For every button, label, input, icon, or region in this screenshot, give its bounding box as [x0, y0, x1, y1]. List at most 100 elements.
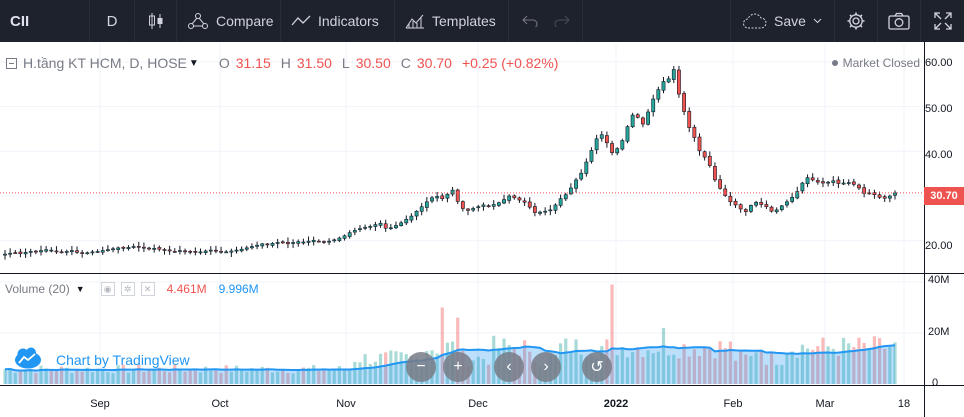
- screenshot-button[interactable]: [878, 0, 921, 42]
- candle-body: [75, 250, 79, 253]
- volume-bar: [713, 358, 717, 384]
- volume-bar: [348, 369, 352, 384]
- collapse-legend-icon[interactable]: [6, 57, 17, 69]
- volume-bar: [394, 351, 398, 384]
- candle-body: [414, 210, 419, 217]
- candle-body: [867, 192, 872, 195]
- volume-bar: [857, 337, 861, 384]
- price-tick: 50.00: [925, 103, 953, 115]
- candle-body: [584, 161, 589, 174]
- redo-icon[interactable]: [554, 15, 570, 27]
- zoom-in-button[interactable]: +: [443, 352, 473, 382]
- candle-body: [466, 208, 470, 211]
- candle-body: [558, 198, 563, 206]
- volume-legend: Volume (20) ▼ ◉ ✲ ✕ 4.461M 9.996M: [5, 282, 259, 296]
- reset-chart-button[interactable]: ↺: [582, 352, 612, 382]
- high-label: H: [280, 55, 291, 71]
- zoom-out-button[interactable]: −: [406, 352, 436, 382]
- volume-study-title[interactable]: Volume (20): [5, 282, 70, 296]
- volume-bar: [85, 367, 89, 384]
- candle-body: [527, 201, 532, 208]
- volume-bar: [564, 338, 568, 384]
- time-tick: Feb: [723, 398, 743, 410]
- scroll-left-button[interactable]: ‹: [494, 352, 524, 382]
- candle-body: [198, 251, 203, 254]
- candle-body: [95, 251, 100, 253]
- candle-body: [296, 241, 301, 244]
- undo-icon[interactable]: [521, 15, 538, 27]
- candle-body: [265, 243, 270, 246]
- candle-body: [682, 93, 686, 112]
- volume-bar: [667, 355, 671, 384]
- candle-body: [635, 114, 640, 118]
- volume-bar: [49, 370, 53, 384]
- volume-bar: [198, 372, 203, 384]
- fullscreen-button[interactable]: [921, 0, 964, 42]
- candle-body: [193, 250, 198, 253]
- candle-body: [404, 218, 409, 224]
- volume-bar: [255, 370, 259, 384]
- compare-button[interactable]: Compare: [177, 0, 281, 42]
- volume-bar: [209, 370, 213, 384]
- candle-body: [671, 69, 676, 80]
- close-value: 30.70: [416, 55, 452, 71]
- candle-body: [3, 253, 7, 256]
- settings-icon[interactable]: ✲: [120, 282, 135, 296]
- candle-body: [615, 148, 620, 154]
- settings-button[interactable]: [835, 0, 878, 42]
- volume-bar: [358, 362, 362, 384]
- series-title[interactable]: H.tầng KT HCM, D, HOSE: [23, 55, 187, 71]
- volume-bar: [306, 367, 311, 384]
- volume-bar: [368, 364, 372, 384]
- candle-body: [409, 215, 414, 221]
- candle-body: [743, 209, 748, 212]
- chart-type-button[interactable]: [135, 0, 177, 42]
- candle-body: [887, 195, 892, 199]
- candle-body: [821, 181, 825, 184]
- candle-body: [342, 235, 347, 239]
- candle-body: [826, 181, 831, 184]
- candle-body: [625, 126, 630, 142]
- candle-body: [697, 136, 702, 152]
- candle-body: [399, 222, 404, 226]
- caret-down-icon[interactable]: ▼: [75, 284, 85, 294]
- candle-body: [306, 240, 311, 243]
- volume-bar: [754, 352, 758, 384]
- candle-body: [224, 251, 229, 254]
- volume-bar: [332, 369, 336, 384]
- chevron-down-icon[interactable]: [813, 18, 822, 24]
- candle-body: [779, 205, 784, 210]
- templates-button[interactable]: Templates: [395, 0, 509, 42]
- volume-bar: [641, 357, 645, 384]
- remove-icon[interactable]: ✕: [140, 282, 155, 296]
- volume-bar: [132, 369, 136, 384]
- tradingview-branding[interactable]: Chart by TradingView: [14, 347, 190, 372]
- gear-icon: [846, 11, 866, 31]
- interval-button[interactable]: D: [90, 0, 135, 42]
- volume-bar: [250, 368, 254, 384]
- candle-body: [111, 248, 115, 251]
- candle-body: [54, 250, 59, 253]
- visibility-icon[interactable]: ◉: [100, 282, 115, 296]
- candle-body: [774, 209, 779, 213]
- chart-area[interactable]: H.tầng KT HCM, D, HOSE ▼ O 31.15 H 31.50 L…: [0, 42, 964, 417]
- save-button[interactable]: Save: [731, 0, 835, 42]
- low-label: L: [341, 55, 350, 71]
- candle-body: [301, 241, 306, 244]
- volume-bar: [168, 372, 172, 384]
- volume-bar: [816, 346, 820, 384]
- candle-body: [481, 204, 486, 207]
- volume-tick: 20M: [928, 326, 950, 338]
- scroll-right-button[interactable]: ›: [531, 352, 561, 382]
- compare-label: Compare: [216, 13, 274, 29]
- volume-bar: [841, 337, 846, 384]
- candle-body: [749, 205, 753, 212]
- candle-body: [316, 240, 321, 243]
- volume-bar: [240, 369, 244, 384]
- caret-down-icon[interactable]: ▼: [188, 57, 199, 69]
- symbol-search-button[interactable]: CII: [0, 0, 90, 42]
- volume-bar: [888, 347, 892, 384]
- compare-icon: [187, 12, 209, 30]
- indicators-button[interactable]: Indicators: [281, 0, 395, 42]
- volume-bar: [65, 367, 69, 384]
